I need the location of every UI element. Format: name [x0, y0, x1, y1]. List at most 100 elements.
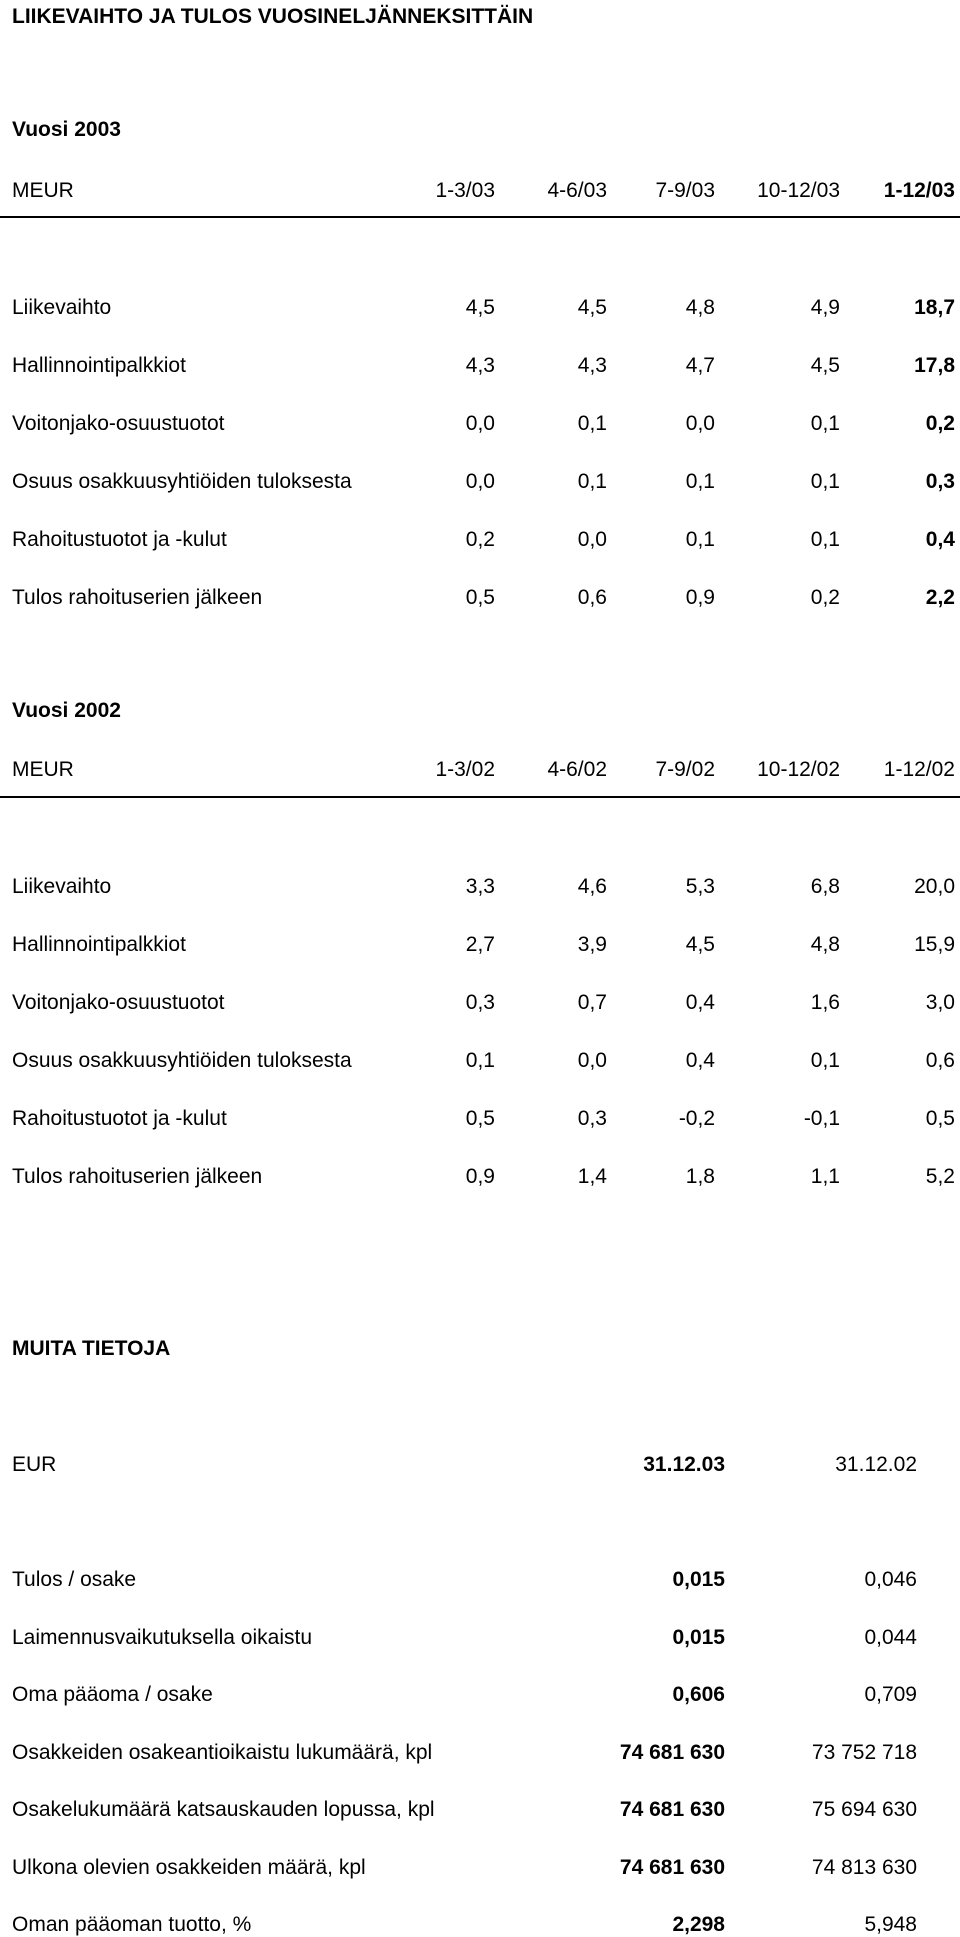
row-label: Oma pääoma / osake [12, 1683, 213, 1706]
cell-value: 0,015 [672, 1625, 725, 1649]
cell-value: 74 681 630 [619, 1798, 725, 1821]
cell-value: 0,1 [465, 1049, 495, 1072]
cell-value: 0,015 [672, 1568, 725, 1591]
column-header: 4-6/03 [547, 179, 607, 202]
cell-value: 3,0 [925, 991, 955, 1014]
cell-value: 1,8 [685, 1165, 715, 1188]
cell-value: 18,7 [914, 296, 955, 319]
section-heading: MUITA TIETOJA [12, 1337, 171, 1360]
cell-value: 0,3 [577, 1107, 607, 1130]
column-header: 31.12.03 [643, 1453, 725, 1476]
unit-label: MEUR [12, 758, 74, 781]
cell-value: 0,1 [685, 528, 715, 551]
cell-value: 15,9 [914, 933, 955, 956]
unit-label: MEUR [12, 179, 74, 202]
cell-value: 0,7 [577, 991, 607, 1014]
row-label: Tulos rahoituserien jälkeen [12, 1165, 263, 1188]
cell-value: 1,6 [810, 991, 840, 1014]
header-rule [0, 216, 960, 218]
column-header: 1-3/02 [435, 758, 495, 781]
row-label: Voitonjako-osuustuotot [12, 412, 225, 435]
cell-value: 3,9 [577, 933, 607, 956]
column-header: 1-12/02 [883, 758, 955, 781]
cell-value: 0,2 [465, 528, 495, 551]
row-label: Liikevaihto [12, 296, 112, 319]
header-rule [0, 796, 960, 798]
row-label: Osakelukumäärä katsauskauden lopussa, kp… [12, 1798, 435, 1821]
cell-value: 74 681 630 [619, 1740, 725, 1764]
row-label: Osuus osakkuusyhtiöiden tuloksesta [12, 1049, 352, 1072]
cell-value: 5,948 [864, 1913, 917, 1936]
column-header: 7-9/02 [655, 758, 715, 781]
cell-value: 4,5 [465, 296, 495, 319]
cell-value: 0,6 [925, 1049, 955, 1072]
cell-value: 0,2 [925, 412, 955, 435]
cell-value: 4,5 [577, 296, 607, 319]
cell-value: 0,709 [864, 1683, 917, 1706]
cell-value: 0,5 [925, 1107, 955, 1130]
row-label: Laimennusvaikutuksella oikaistu [12, 1625, 312, 1649]
row-label: Liikevaihto [12, 875, 112, 898]
cell-value: 0,606 [672, 1683, 725, 1706]
cell-value: 0,0 [465, 470, 495, 493]
section-heading: Vuosi 2003 [12, 118, 121, 141]
cell-value: 0,1 [577, 470, 607, 493]
row-label: Voitonjako-osuustuotot [12, 991, 225, 1014]
cell-value: 0,3 [465, 991, 495, 1014]
row-label: Hallinnointipalkkiot [12, 933, 186, 956]
cell-value: 20,0 [914, 875, 955, 898]
cell-value: 0,4 [685, 991, 715, 1014]
section-heading: Vuosi 2002 [12, 699, 121, 722]
cell-value: 0,0 [685, 412, 715, 435]
cell-value: 17,8 [914, 354, 955, 377]
cell-value: 4,5 [685, 933, 715, 956]
unit-label: EUR [12, 1453, 57, 1476]
cell-value: 0,0 [577, 1049, 607, 1072]
cell-value: 0,1 [685, 470, 715, 493]
column-header: 7-9/03 [655, 179, 715, 202]
row-label: Oman pääoman tuotto, % [12, 1913, 252, 1936]
cell-value: 1,4 [577, 1165, 607, 1188]
cell-value: 4,3 [577, 354, 607, 377]
column-header: 10-12/03 [757, 179, 840, 202]
cell-value: 2,7 [465, 933, 495, 956]
cell-value: 0,3 [925, 470, 955, 493]
row-label: Tulos / osake [12, 1568, 137, 1591]
cell-value: 75 694 630 [811, 1798, 917, 1821]
cell-value: 0,2 [810, 586, 840, 609]
cell-value: 2,2 [925, 586, 955, 609]
cell-value: 0,9 [685, 586, 715, 609]
cell-value: 0,1 [810, 1049, 840, 1072]
cell-value: 0,1 [810, 412, 840, 435]
cell-value: 5,3 [685, 875, 715, 898]
cell-value: 0,1 [577, 412, 607, 435]
cell-value: 4,5 [810, 354, 840, 377]
cell-value: 4,3 [465, 354, 495, 377]
cell-value: 4,8 [685, 296, 715, 319]
column-header: 1-12/03 [883, 179, 955, 202]
cell-value: 0,046 [864, 1568, 917, 1591]
row-label: Hallinnointipalkkiot [12, 354, 186, 377]
cell-value: 4,7 [685, 354, 715, 377]
cell-value: 0,0 [465, 412, 495, 435]
cell-value: 2,298 [672, 1913, 725, 1936]
cell-value: 6,8 [810, 875, 840, 898]
cell-value: 73 752 718 [811, 1740, 917, 1764]
row-label: Tulos rahoituserien jälkeen [12, 586, 263, 609]
cell-value: 5,2 [925, 1165, 955, 1188]
row-label: Rahoitustuotot ja -kulut [12, 1107, 227, 1130]
cell-value: 74 681 630 [619, 1855, 725, 1879]
row-label: Rahoitustuotot ja -kulut [12, 528, 227, 551]
cell-value: 0,1 [810, 528, 840, 551]
cell-value: 0,4 [685, 1049, 715, 1072]
cell-value: 0,4 [925, 528, 955, 551]
cell-value: 0,9 [465, 1165, 495, 1188]
cell-value: 4,6 [577, 875, 607, 898]
column-header: 1-3/03 [435, 179, 495, 202]
cell-value: 4,9 [810, 296, 840, 319]
cell-value: 0,044 [864, 1625, 917, 1649]
row-label: Osakkeiden osakeantioikaistu lukumäärä, … [12, 1740, 433, 1764]
cell-value: 74 813 630 [811, 1855, 917, 1879]
cell-value: 0,1 [810, 470, 840, 493]
cell-value: 0,0 [577, 528, 607, 551]
